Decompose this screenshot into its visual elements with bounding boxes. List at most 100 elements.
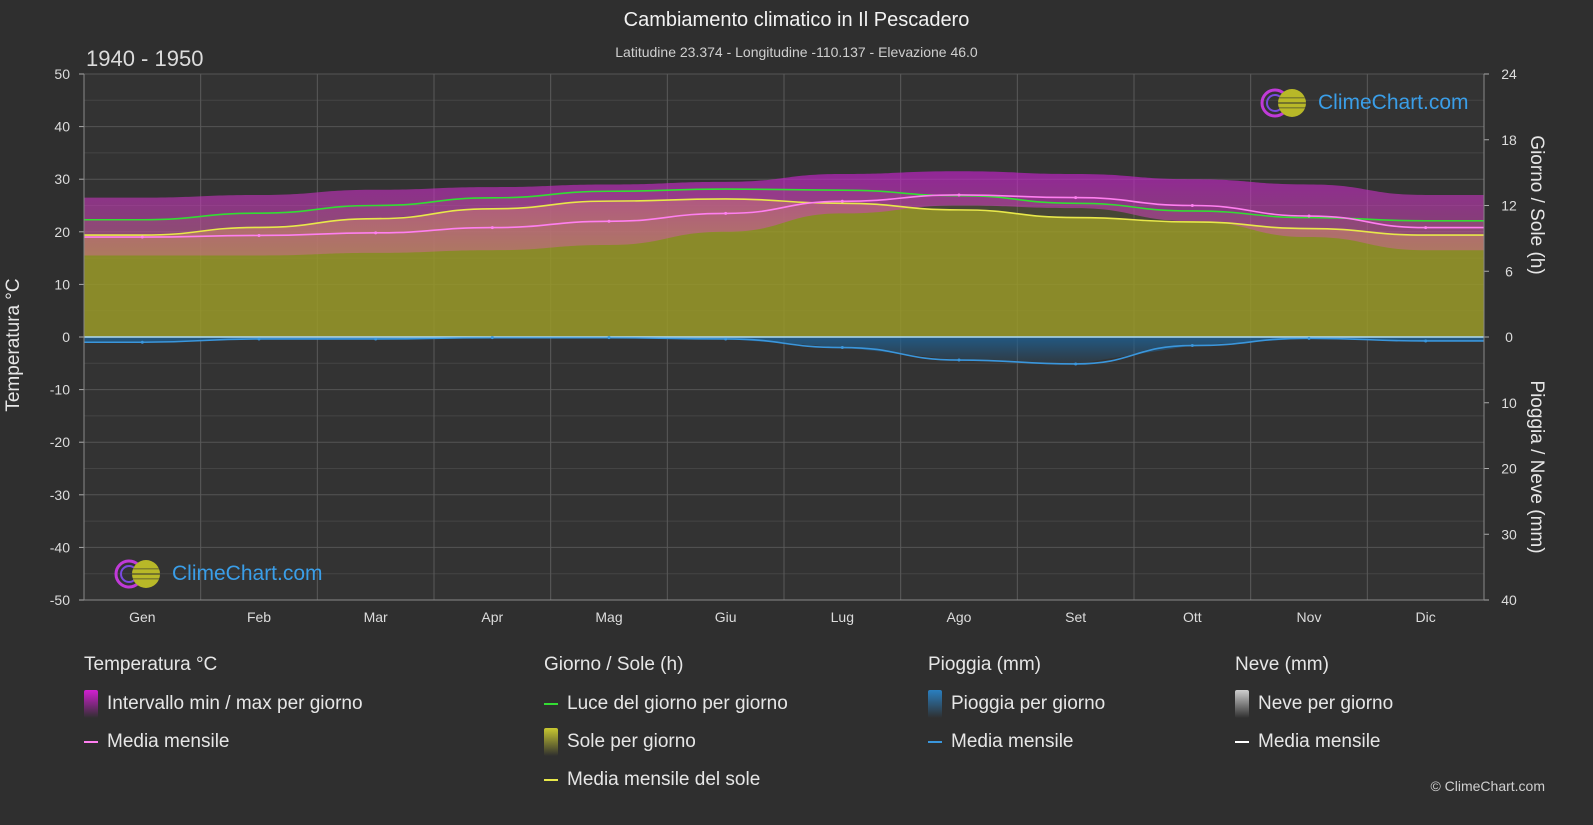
copyright: © ClimeChart.com bbox=[1430, 778, 1545, 794]
y-right-top-tick-label: 24 bbox=[1501, 66, 1517, 82]
y-left-tick-label: 20 bbox=[54, 224, 70, 240]
y-right-top-tick-label: 18 bbox=[1501, 132, 1517, 148]
brand-logo-icon bbox=[1260, 88, 1306, 118]
x-month-label: Dic bbox=[1416, 609, 1436, 625]
rain-mean-point bbox=[1074, 362, 1078, 366]
temp-mean-point bbox=[257, 233, 261, 237]
rain-mean-point bbox=[607, 336, 611, 340]
legend-item: Media mensile bbox=[1235, 726, 1381, 758]
legend-swatch bbox=[544, 703, 558, 705]
y-left-tick-label: -20 bbox=[50, 434, 70, 450]
legend-item-label: Media mensile bbox=[107, 731, 230, 752]
y-right-bottom-tick-label: 20 bbox=[1501, 461, 1517, 477]
temp-mean-point bbox=[1424, 226, 1428, 230]
y-right-top-tick-label: 6 bbox=[1505, 263, 1513, 279]
period-label: 1940 - 1950 bbox=[86, 46, 204, 71]
legend-swatch bbox=[84, 741, 98, 743]
legend-item: Media mensile bbox=[84, 726, 230, 758]
legend-item: Media mensile bbox=[928, 726, 1074, 758]
legend-swatch bbox=[544, 779, 558, 781]
legend-swatch bbox=[928, 741, 942, 743]
y-left-tick-label: 40 bbox=[54, 119, 70, 135]
legend-item: Sole per giorno bbox=[544, 726, 696, 758]
y-left-tick-label: 0 bbox=[62, 329, 70, 345]
legend-item: Media mensile del sole bbox=[544, 764, 760, 796]
legend-item-label: Neve per giorno bbox=[1258, 693, 1394, 714]
x-month-label: Giu bbox=[715, 609, 737, 625]
y-left-tick-label: -50 bbox=[50, 592, 70, 608]
temp-mean-point bbox=[724, 211, 728, 215]
temp-mean-point bbox=[1074, 196, 1078, 200]
x-month-label: Gen bbox=[129, 609, 155, 625]
temp-mean-point bbox=[607, 219, 611, 223]
rain-mean-point bbox=[140, 340, 144, 344]
x-month-label: Lug bbox=[831, 609, 854, 625]
legend-item-label: Pioggia per giorno bbox=[951, 693, 1106, 714]
legend-item-label: Intervallo min / max per giorno bbox=[107, 693, 363, 714]
brand-logo-icon bbox=[114, 559, 160, 589]
y-left-tick-label: -30 bbox=[50, 487, 70, 503]
x-month-label: Mag bbox=[595, 609, 622, 625]
legend-item: Neve per giorno bbox=[1235, 688, 1393, 720]
temp-mean-point bbox=[957, 193, 961, 197]
rain-area bbox=[84, 337, 1484, 364]
rain-mean-point bbox=[1424, 339, 1428, 343]
x-month-label: Ott bbox=[1183, 609, 1202, 625]
temp-mean-point bbox=[840, 199, 844, 203]
legend-swatch bbox=[544, 728, 558, 756]
temperature-range-band bbox=[84, 171, 1484, 256]
rain-mean-point bbox=[957, 358, 961, 362]
rain-mean-point bbox=[1307, 336, 1311, 340]
legend-item-label: Luce del giorno per giorno bbox=[567, 693, 788, 714]
x-month-label: Set bbox=[1065, 609, 1086, 625]
x-month-label: Ago bbox=[947, 609, 972, 625]
legend-item-label: Media mensile del sole bbox=[567, 769, 761, 790]
y-left-tick-label: -40 bbox=[50, 539, 70, 555]
rain-mean-point bbox=[840, 346, 844, 350]
chart-subtitle: Latitudine 23.374 - Longitudine -110.137… bbox=[615, 44, 978, 60]
rain-mean-line bbox=[83, 336, 1484, 365]
legend-group-title: Neve (mm) bbox=[1235, 654, 1329, 675]
legend-item-label: Media mensile bbox=[1258, 731, 1381, 752]
rain-mean-point bbox=[490, 336, 494, 340]
temperature-mean-line bbox=[83, 194, 1484, 238]
temp-mean-point bbox=[1190, 204, 1194, 207]
climate-chart: 50 40 30 20 10 0 -10 -20 -30 -40 -50 24 18 12 6 0 10 20 30… bbox=[50, 66, 1517, 625]
temp-mean-point bbox=[374, 231, 378, 235]
y-left-tick-label: 50 bbox=[54, 66, 70, 82]
daylight-line bbox=[84, 188, 1484, 222]
legend-group-title: Pioggia (mm) bbox=[928, 654, 1041, 675]
legend-swatch bbox=[1235, 741, 1249, 743]
y-right-top-tick-label: 12 bbox=[1501, 198, 1517, 214]
legend-group-title: Temperatura °C bbox=[84, 654, 218, 675]
brand-logo-bottom[interactable]: ClimeChart.com bbox=[112, 557, 323, 591]
axes-layer: 50 40 30 20 10 0 -10 -20 -30 -40 -50 24 18 12 6 0 10 20 30… bbox=[50, 66, 1517, 625]
brand-logo-top[interactable]: ClimeChart.com bbox=[1258, 86, 1469, 120]
brand-logo-text: ClimeChart.com bbox=[1318, 91, 1469, 114]
legend-swatch bbox=[84, 690, 98, 718]
legend-item-label: Media mensile bbox=[951, 731, 1074, 752]
brand-logo-text: ClimeChart.com bbox=[172, 562, 323, 585]
legend-swatch bbox=[1235, 690, 1249, 718]
rain-mean-point bbox=[257, 337, 261, 341]
x-month-label: Apr bbox=[481, 609, 503, 625]
y-right-bottom-tick-label: 30 bbox=[1501, 526, 1517, 542]
sun-mean-line bbox=[84, 198, 1485, 236]
y-left-tick-label: 10 bbox=[54, 276, 70, 292]
rain-mean-point bbox=[724, 337, 728, 341]
legend-item: Pioggia per giorno bbox=[928, 688, 1105, 720]
y-right-bottom-tick-label: 40 bbox=[1501, 592, 1517, 608]
temp-mean-point bbox=[140, 235, 144, 239]
x-month-label: Mar bbox=[364, 609, 388, 625]
rain-mean-point bbox=[374, 337, 378, 341]
temp-mean-point bbox=[490, 226, 494, 230]
legend-item: Intervallo min / max per giorno bbox=[84, 688, 363, 720]
legend-group-title: Giorno / Sole (h) bbox=[544, 654, 684, 675]
y-left-tick-label: 30 bbox=[54, 171, 70, 187]
y-right-top-tick-label: 0 bbox=[1505, 329, 1513, 345]
y-right-bottom-tick-label: 10 bbox=[1501, 395, 1517, 411]
x-month-label: Feb bbox=[247, 609, 271, 625]
series-layer bbox=[83, 171, 1485, 366]
y-left-tick-label: -10 bbox=[50, 382, 70, 398]
rain-mean-point bbox=[1190, 344, 1194, 348]
